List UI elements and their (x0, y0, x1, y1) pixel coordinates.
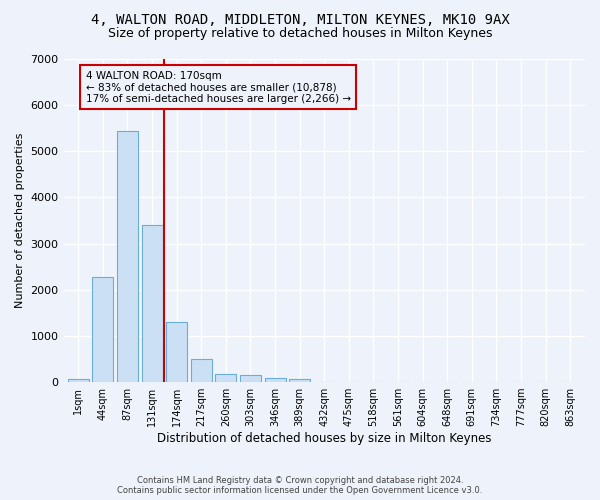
Bar (215, 374, 236, 382)
Bar (240, 375, 261, 382)
Bar (166, 322, 187, 382)
Text: Size of property relative to detached houses in Milton Keynes: Size of property relative to detached ho… (108, 28, 492, 40)
Text: Contains HM Land Registry data © Crown copyright and database right 2024.
Contai: Contains HM Land Registry data © Crown c… (118, 476, 482, 495)
Bar (191, 360, 212, 382)
Text: 4 WALTON ROAD: 170sqm
← 83% of detached houses are smaller (10,878)
17% of semi-: 4 WALTON ROAD: 170sqm ← 83% of detached … (86, 70, 351, 104)
Text: 4, WALTON ROAD, MIDDLETON, MILTON KEYNES, MK10 9AX: 4, WALTON ROAD, MIDDLETON, MILTON KEYNES… (91, 12, 509, 26)
Bar (117, 130, 138, 382)
Bar (289, 380, 310, 382)
X-axis label: Distribution of detached houses by size in Milton Keynes: Distribution of detached houses by size … (157, 432, 491, 445)
Bar (265, 378, 286, 382)
Y-axis label: Number of detached properties: Number of detached properties (15, 133, 25, 308)
Bar (92, 277, 113, 382)
Bar (68, 379, 89, 382)
Bar (142, 225, 163, 382)
